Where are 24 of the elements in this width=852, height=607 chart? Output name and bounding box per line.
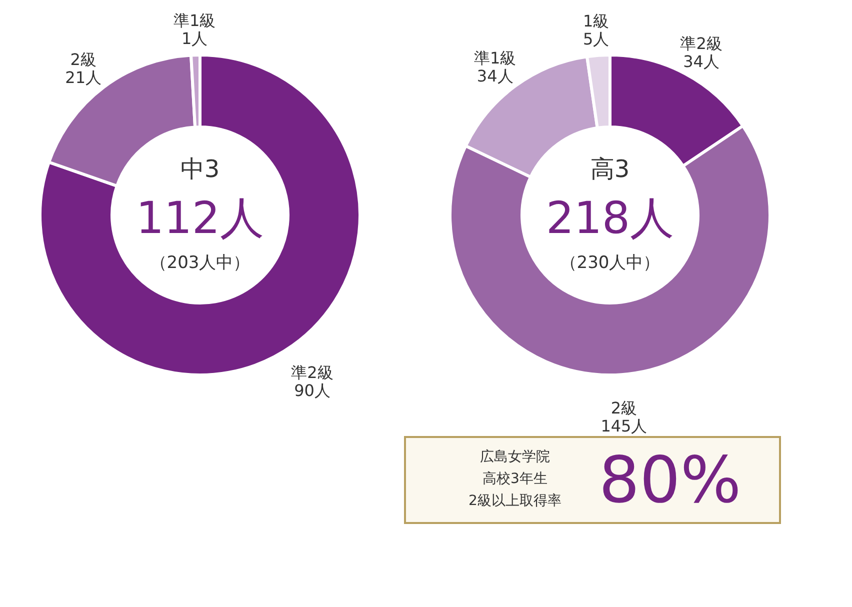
slice-label: 1級	[582, 12, 610, 31]
data-label: 21人	[65, 68, 102, 87]
data-label: 1人	[181, 29, 208, 48]
slice-label: 2級	[610, 398, 638, 418]
data-label: 145人	[600, 416, 648, 436]
data-label: 34人	[683, 52, 720, 71]
data-label: 90人	[294, 381, 330, 400]
text: 218人	[546, 193, 674, 244]
slice-label: 準1級	[474, 48, 516, 68]
text: 112人	[136, 193, 264, 244]
slice-label: 準1級	[173, 11, 216, 30]
text: （230人中）	[560, 253, 660, 273]
data-label: 34人	[476, 66, 514, 86]
text: 中3	[180, 155, 220, 183]
text: 80%	[598, 444, 742, 518]
slice-label: 準2級	[680, 34, 722, 53]
text: 高校3年生	[482, 471, 548, 487]
data-label: 5人	[582, 30, 610, 49]
text: 高3	[590, 155, 630, 183]
slice-label: 2級	[70, 50, 96, 69]
text: （203人中）	[150, 253, 250, 273]
text: 2級以上取得率	[468, 493, 562, 509]
slice-label: 準2級	[291, 363, 334, 382]
text: 広島女学院	[480, 449, 550, 465]
